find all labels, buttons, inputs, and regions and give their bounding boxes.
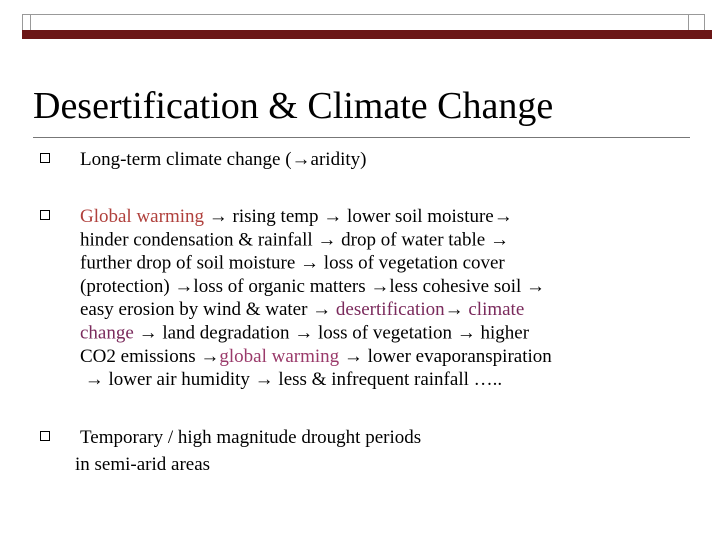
bullet-line: CO2 emissions →global warming → lower ev… [80,346,552,367]
bullet-marker [40,153,50,163]
text-run: → rising temp → lower soil moisture→ [204,206,513,227]
text-run: easy erosion by wind & water → [80,299,336,320]
bullet-line: further drop of soil moisture → loss of … [80,253,505,274]
bullet-line: Global warming → rising temp → lower soi… [80,206,513,227]
text-run: Temporary / high magnitude drought perio… [80,427,421,448]
text-run: → [445,299,469,320]
text-run: desertification [336,299,445,320]
bullet-line: change → land degradation → loss of vege… [80,323,530,344]
text-run: → land degradation → loss of vegetation … [134,323,530,344]
text-run: hinder condensation & rainfall → drop of… [80,229,509,250]
text-run: global warming [219,346,339,367]
slide-title: Desertification & Climate Change [33,85,553,127]
text-run: → lower evaporanspiration [339,346,552,367]
text-run: Long-term climate change (→aridity) [80,149,366,170]
text-run: change [80,323,134,344]
bullet-line: Temporary / high magnitude drought perio… [80,427,421,448]
text-run: → lower air humidity → less & infrequent… [80,369,502,390]
text-run: further drop of soil moisture → loss of … [80,253,505,274]
text-run: Global warming [80,206,205,227]
bullet-list: Long-term climate change (→aridity) Globa… [40,149,552,475]
bullet-marker [40,431,50,441]
bullet-marker [40,210,50,220]
text-run: in semi-arid areas [75,454,210,475]
bullet-line: (protection) →loss of organic matters →l… [80,276,545,297]
bullet-line: easy erosion by wind & water → desertifi… [80,299,524,320]
bullet-line: in semi-arid areas [75,454,210,475]
text-run: CO2 emissions → [80,346,219,367]
header-bar [22,30,712,39]
text-run: (protection) →loss of organic matters →l… [80,276,545,297]
bullet-line: Long-term climate change (→aridity) [80,149,366,170]
bullet-line: → lower air humidity → less & infrequent… [80,369,502,390]
text-run: climate [468,299,524,320]
bullet-line: hinder condensation & rainfall → drop of… [80,229,509,250]
